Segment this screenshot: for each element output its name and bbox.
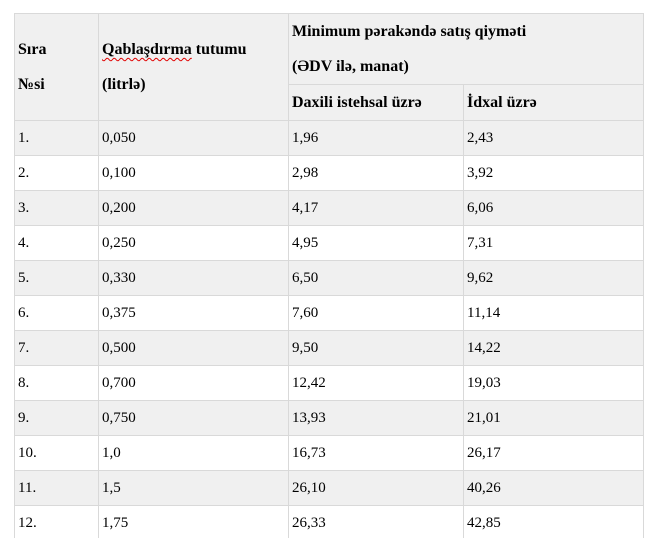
capacity-cell: 0,375 <box>98 295 289 331</box>
spellcheck-underlined-word: Qablaşdırma <box>102 41 192 58</box>
header-min-price-line2: (ƏDV ilə, manat) <box>292 58 409 75</box>
table-row: 8. 0,700 12,42 19,03 <box>14 365 644 401</box>
domestic-price-cell: 13,93 <box>288 400 464 436</box>
header-min-price-line1: Minimum pərakəndə satış qiyməti <box>292 23 527 40</box>
capacity-cell: 0,750 <box>98 400 289 436</box>
import-price-cell: 3,92 <box>463 155 644 191</box>
min-retail-price-table: Sıra №si Qablaşdırma tutumu (litrlə) Min… <box>14 13 644 538</box>
table-row: 5. 0,330 6,50 9,62 <box>14 260 644 296</box>
row-number-cell: 11. <box>14 470 99 506</box>
header-row-number: Sıra №si <box>14 13 99 121</box>
table-row: 2. 0,100 2,98 3,92 <box>14 155 644 191</box>
import-price-cell: 21,01 <box>463 400 644 436</box>
domestic-price-cell: 26,33 <box>288 505 464 538</box>
capacity-cell: 1,0 <box>98 435 289 471</box>
capacity-cell: 0,200 <box>98 190 289 226</box>
domestic-price-cell: 9,50 <box>288 330 464 366</box>
import-price-cell: 42,85 <box>463 505 644 538</box>
row-number-cell: 3. <box>14 190 99 226</box>
table-row: 9. 0,750 13,93 21,01 <box>14 400 644 436</box>
row-number-cell: 2. <box>14 155 99 191</box>
header-capacity: Qablaşdırma tutumu (litrlə) <box>98 13 289 121</box>
domestic-price-cell: 7,60 <box>288 295 464 331</box>
import-price-cell: 14,22 <box>463 330 644 366</box>
domestic-price-cell: 4,95 <box>288 225 464 261</box>
import-price-cell: 40,26 <box>463 470 644 506</box>
header-row-number-line1: Sıra <box>18 41 47 58</box>
domestic-price-cell: 4,17 <box>288 190 464 226</box>
import-price-cell: 9,62 <box>463 260 644 296</box>
table-row: 12. 1,75 26,33 42,85 <box>14 505 644 538</box>
import-price-cell: 19,03 <box>463 365 644 401</box>
row-number-cell: 5. <box>14 260 99 296</box>
domestic-price-cell: 6,50 <box>288 260 464 296</box>
row-number-cell: 8. <box>14 365 99 401</box>
header-row-sub: Daxili istehsal üzrə İdxal üzrə <box>15 84 644 121</box>
domestic-price-cell: 1,96 <box>288 120 464 156</box>
import-price-cell: 6,06 <box>463 190 644 226</box>
header-import: İdxal üzrə <box>463 84 644 121</box>
domestic-price-cell: 12,42 <box>288 365 464 401</box>
row-number-cell: 10. <box>14 435 99 471</box>
table-row: 1. 0,050 1,96 2,43 <box>14 120 644 156</box>
table-row: 10. 1,0 16,73 26,17 <box>14 435 644 471</box>
table-body: 1. 0,050 1,96 2,43 2. 0,100 2,98 3,92 3.… <box>14 120 644 538</box>
import-price-cell: 2,43 <box>463 120 644 156</box>
header-min-price: Minimum pərakəndə satış qiyməti (ƏDV ilə… <box>288 13 644 85</box>
capacity-cell: 0,050 <box>98 120 289 156</box>
domestic-price-cell: 16,73 <box>288 435 464 471</box>
domestic-price-cell: 2,98 <box>288 155 464 191</box>
row-number-cell: 7. <box>14 330 99 366</box>
row-number-cell: 9. <box>14 400 99 436</box>
capacity-cell: 0,700 <box>98 365 289 401</box>
capacity-cell: 0,500 <box>98 330 289 366</box>
header-domestic-production: Daxili istehsal üzrə <box>288 84 464 121</box>
row-number-cell: 4. <box>14 225 99 261</box>
capacity-cell: 0,250 <box>98 225 289 261</box>
header-row-top: Sıra №si Qablaşdırma tutumu (litrlə) Min… <box>14 13 644 121</box>
row-number-cell: 6. <box>14 295 99 331</box>
capacity-cell: 1,5 <box>98 470 289 506</box>
row-number-cell: 1. <box>14 120 99 156</box>
header-capacity-line1: Qablaşdırma tutumu <box>102 32 286 67</box>
header-capacity-line2: (litrlə) <box>102 76 146 93</box>
table-header: Sıra №si Qablaşdırma tutumu (litrlə) Min… <box>14 13 644 121</box>
header-row-number-line2: №si <box>18 76 45 93</box>
table-row: 4. 0,250 4,95 7,31 <box>14 225 644 261</box>
table-row: 11. 1,5 26,10 40,26 <box>14 470 644 506</box>
import-price-cell: 7,31 <box>463 225 644 261</box>
domestic-price-cell: 26,10 <box>288 470 464 506</box>
table-row: 7. 0,500 9,50 14,22 <box>14 330 644 366</box>
capacity-cell: 0,330 <box>98 260 289 296</box>
capacity-cell: 1,75 <box>98 505 289 538</box>
table-row: 6. 0,375 7,60 11,14 <box>14 295 644 331</box>
row-number-cell: 12. <box>14 505 99 538</box>
table-row: 3. 0,200 4,17 6,06 <box>14 190 644 226</box>
import-price-cell: 26,17 <box>463 435 644 471</box>
header-capacity-line1-rest: tutumu <box>191 41 247 58</box>
capacity-cell: 0,100 <box>98 155 289 191</box>
import-price-cell: 11,14 <box>463 295 644 331</box>
